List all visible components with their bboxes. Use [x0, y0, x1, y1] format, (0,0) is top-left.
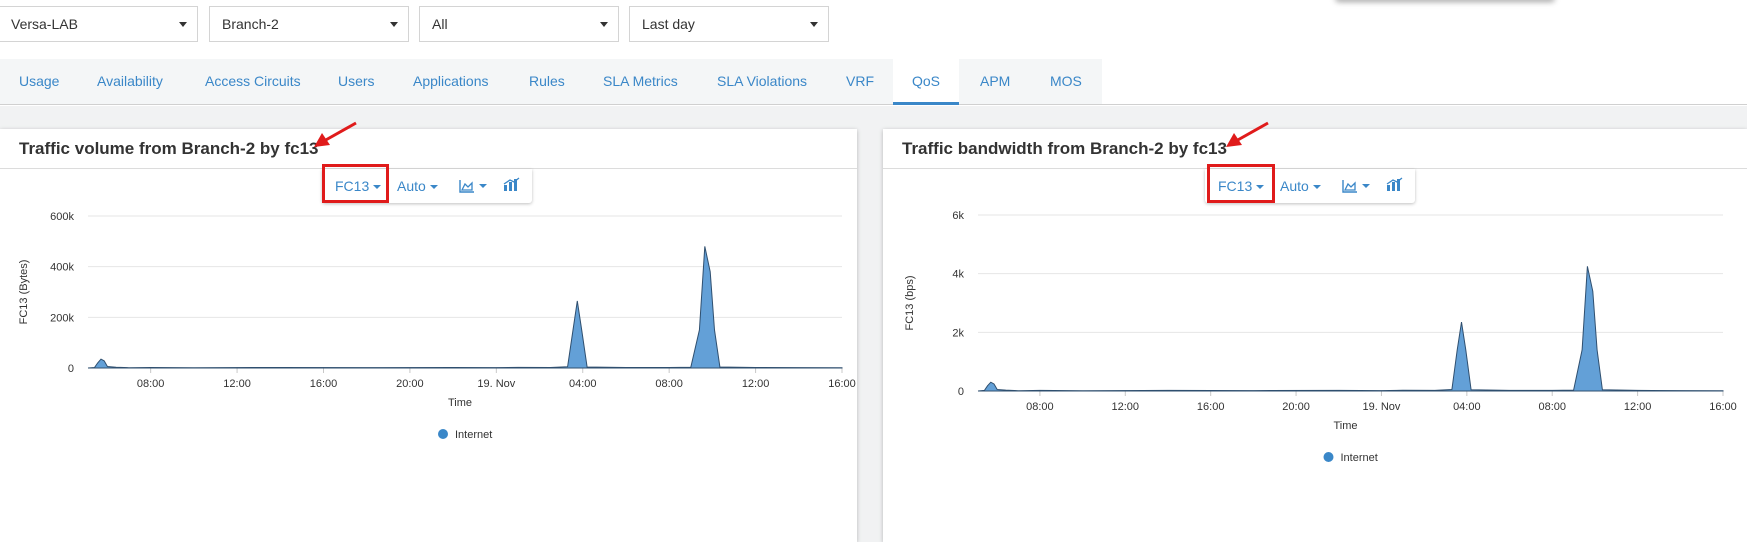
annotation-arrow-icon: [314, 121, 357, 147]
tab-availability[interactable]: Availability: [97, 73, 163, 89]
annotation-arrow-icon: [1226, 121, 1269, 147]
bar-stats-icon: [1386, 177, 1403, 191]
y-axis-title: FC13 (bps): [904, 275, 916, 330]
x-tick-label: 20:00: [1282, 401, 1310, 413]
y-tick-label: 2k: [952, 327, 964, 339]
tab-vrf[interactable]: VRF: [846, 73, 874, 89]
stats-button[interactable]: [503, 177, 520, 195]
legend-marker: [438, 429, 448, 439]
chevron-down-icon: [810, 22, 818, 27]
y-tick-label: 400k: [50, 262, 74, 274]
x-tick-label: 12:00: [223, 378, 251, 390]
panel-title: Traffic volume from Branch-2 by fc13: [19, 139, 319, 158]
organization-dropdown[interactable]: Versa-LAB: [0, 6, 198, 42]
x-tick-label: 08:00: [1026, 401, 1054, 413]
chart-toolbar: FC13 Auto: [322, 169, 532, 203]
legend-marker: [1323, 452, 1334, 462]
y-axis-title: FC13 (Bytes): [18, 260, 30, 325]
x-tick-label: 08:00: [655, 378, 683, 390]
class-selector-label: FC13: [1218, 178, 1253, 194]
chart-type-button[interactable]: [459, 177, 487, 193]
x-tick-label: 16:00: [1197, 401, 1225, 413]
chevron-down-icon: [479, 184, 487, 189]
series-area-internet[interactable]: [977, 266, 1724, 392]
chart-type-button[interactable]: [1342, 177, 1370, 193]
x-tick-label: 08:00: [1538, 401, 1566, 413]
x-tick-label: 12:00: [1112, 401, 1140, 413]
y-tick-label: 200k: [50, 312, 74, 324]
legend-item-internet[interactable]: Internet: [1341, 452, 1378, 464]
chevron-down-icon: [1256, 185, 1265, 190]
legend-item-internet[interactable]: Internet: [455, 429, 492, 441]
traffic-volume-chart: 0 200k 400k 600k 08:00 12:00 16:00 20:00 19. Nov…: [18, 211, 856, 441]
class-selector-label: FC13: [335, 178, 370, 194]
tab-access-circuits[interactable]: Access Circuits: [205, 73, 301, 89]
traffic-volume-panel: Traffic volume from Branch-2 by fc13 FC1…: [0, 129, 857, 542]
tab-qos[interactable]: QoS: [893, 59, 959, 105]
traffic-bandwidth-chart: 0 2k 4k 6k 08:00 12:00 16:00 20:00 19. Nov 04:00 0…: [904, 210, 1737, 464]
y-tick-label: 600k: [50, 211, 74, 223]
x-tick-label: 16:00: [828, 378, 856, 390]
active-tab-indicator: [893, 102, 959, 105]
y-tick-label: 4k: [952, 269, 964, 281]
class-selector-button[interactable]: FC13: [335, 178, 382, 194]
chevron-down-icon: [1362, 184, 1370, 189]
class-selector-button[interactable]: FC13: [1218, 178, 1265, 194]
panel-header: Traffic bandwidth from Branch-2 by fc13: [883, 129, 1747, 169]
x-tick-label: 04:00: [1453, 401, 1481, 413]
appliance-dropdown[interactable]: Branch-2: [209, 6, 409, 42]
x-axis-title: Time: [448, 397, 472, 409]
series-area-internet[interactable]: [87, 246, 843, 369]
chevron-down-icon: [1312, 185, 1321, 190]
scope-dropdown[interactable]: All: [419, 6, 619, 42]
tab-rules[interactable]: Rules: [529, 73, 565, 89]
bar-stats-icon: [503, 177, 520, 191]
scope-value: All: [432, 16, 448, 32]
chevron-down-icon: [373, 185, 382, 190]
tab-mos[interactable]: MOS: [1050, 73, 1082, 89]
organization-value: Versa-LAB: [11, 16, 78, 32]
y-tick-label: 0: [68, 363, 74, 375]
area-chart-icon: [459, 180, 474, 193]
x-tick-label: 19. Nov: [477, 378, 515, 390]
y-tick-label: 6k: [952, 210, 964, 222]
chevron-down-icon: [429, 185, 438, 190]
x-tick-label: 16:00: [310, 378, 338, 390]
interval-selector-label: Auto: [1280, 178, 1309, 194]
x-tick-label: 12:00: [742, 378, 770, 390]
stats-button[interactable]: [1386, 177, 1403, 195]
x-tick-label: 08:00: [137, 378, 165, 390]
traffic-bandwidth-panel: Traffic bandwidth from Branch-2 by fc13 …: [883, 129, 1747, 542]
chart-toolbar: FC13 Auto: [1205, 169, 1415, 203]
area-chart-icon: [1342, 180, 1357, 193]
interval-selector-button[interactable]: Auto: [397, 178, 438, 194]
tab-sla-metrics[interactable]: SLA Metrics: [603, 73, 678, 89]
tab-apm[interactable]: APM: [980, 73, 1011, 89]
interval-selector-button[interactable]: Auto: [1280, 178, 1321, 194]
x-tick-label: 04:00: [569, 378, 597, 390]
y-tick-label: 0: [958, 386, 964, 398]
chevron-down-icon: [179, 22, 187, 27]
time-range-dropdown[interactable]: Last day: [629, 6, 829, 42]
interval-selector-label: Auto: [397, 178, 426, 194]
annotation-highlight-box: [322, 164, 389, 203]
x-tick-label: 16:00: [1709, 401, 1737, 413]
tab-applications[interactable]: Applications: [413, 73, 489, 89]
chevron-down-icon: [390, 22, 398, 27]
time-range-value: Last day: [642, 16, 695, 32]
tab-sla-violations[interactable]: SLA Violations: [717, 73, 808, 89]
chevron-down-icon: [600, 22, 608, 27]
x-tick-label: 20:00: [396, 378, 424, 390]
panel-header: Traffic volume from Branch-2 by fc13: [0, 129, 857, 169]
x-tick-label: 19. Nov: [1362, 401, 1400, 413]
x-tick-label: 12:00: [1624, 401, 1652, 413]
tab-usage[interactable]: Usage: [19, 73, 60, 89]
annotation-highlight-box: [1207, 164, 1275, 203]
tab-bar: Usage Availability Access Circuits Users…: [0, 59, 1747, 105]
tab-qos-label: QoS: [911, 73, 940, 89]
panel-title: Traffic bandwidth from Branch-2 by fc13: [902, 139, 1227, 158]
appliance-value: Branch-2: [222, 16, 279, 32]
x-axis-title: Time: [1333, 420, 1357, 432]
tab-users[interactable]: Users: [338, 73, 375, 89]
